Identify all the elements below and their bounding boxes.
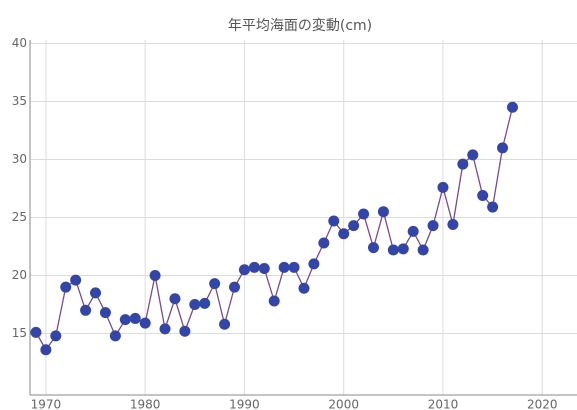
data-point [377,206,389,218]
x-tick-label: 2020 [527,398,558,410]
data-point [40,344,52,356]
data-point [348,220,360,232]
x-tick-label: 1980 [130,398,161,410]
data-point [506,101,518,113]
data-point [278,261,290,273]
data-point [80,304,92,316]
data-point [149,270,161,282]
data-point [219,318,231,330]
data-point [427,220,439,232]
data-point [397,243,409,255]
chart-title: 年平均海面の変動(cm) [228,17,372,34]
data-point [268,295,280,307]
data-point [229,281,241,293]
data-point [258,263,270,275]
data-point [457,158,469,170]
data-point [60,281,72,293]
data-point [159,323,171,335]
data-point [99,307,111,319]
x-tick-label: 2000 [328,398,359,410]
data-point [437,181,449,193]
data-point [318,237,330,249]
data-point [308,258,320,270]
data-point [169,293,181,305]
data-point [189,299,201,311]
data-point [387,244,399,256]
y-tick-label: 25 [12,210,27,224]
data-point [109,330,121,342]
data-point [129,312,141,324]
data-point [238,264,250,276]
y-tick-label: 40 [12,36,27,50]
data-point [199,297,211,309]
data-point [248,261,260,273]
data-point [497,142,509,154]
data-point [338,228,350,240]
data-point [467,149,479,161]
data-point [30,326,42,338]
y-tick-label: 35 [12,94,27,108]
data-point [328,215,340,227]
data-point [139,317,151,329]
y-tick-label: 20 [12,268,27,282]
x-tick-label: 1970 [31,398,62,410]
data-point [288,261,300,273]
data-point [90,287,102,299]
data-point [407,225,419,237]
data-point [447,218,459,230]
data-point [70,274,82,286]
y-tick-label: 30 [12,152,27,166]
y-tick-label: 15 [12,326,27,340]
data-point [179,325,191,337]
data-point [358,208,370,220]
data-point [298,282,310,294]
data-point [209,278,221,290]
x-tick-label: 2010 [428,398,459,410]
data-point [119,314,131,326]
data-point [487,201,499,213]
data-point [50,330,62,342]
data-point [477,189,489,201]
data-point [417,244,429,256]
x-tick-label: 1990 [229,398,260,410]
data-point [367,242,379,254]
